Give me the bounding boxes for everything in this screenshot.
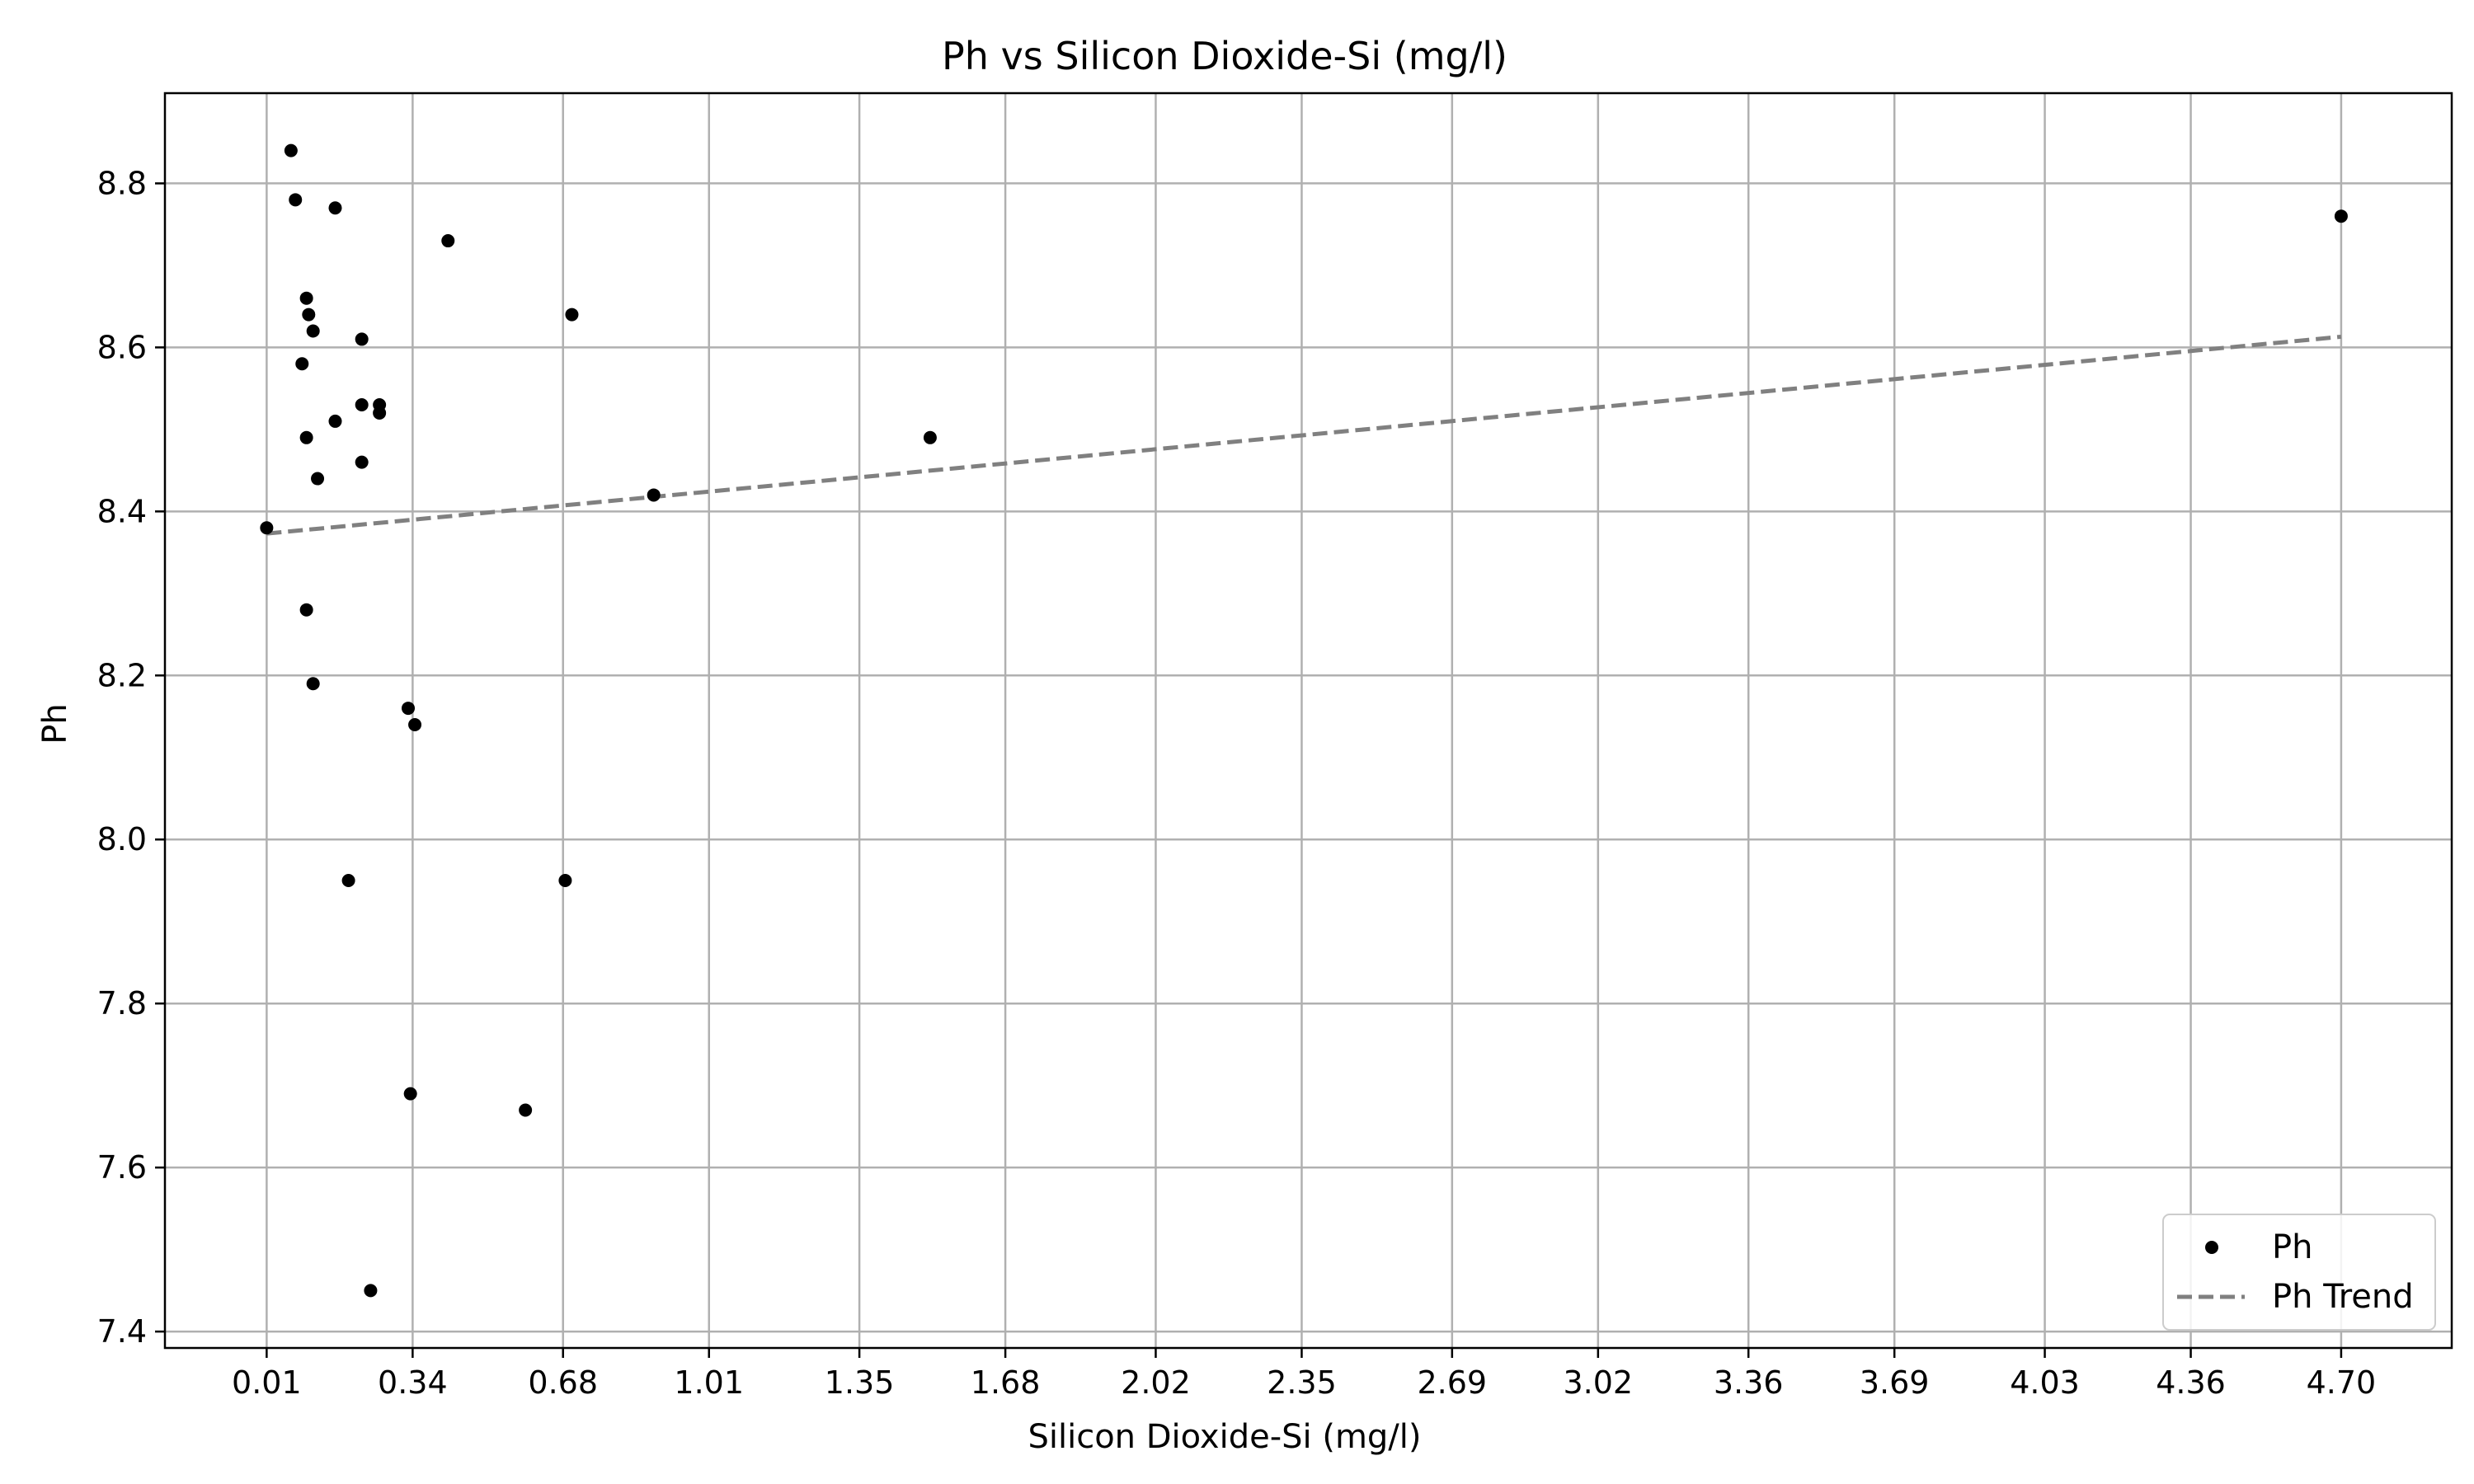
y-tick-label: 7.4 (97, 1313, 147, 1350)
data-point (299, 603, 313, 617)
y-tick-label: 8.8 (97, 165, 147, 201)
data-point (311, 472, 325, 486)
data-point (306, 677, 320, 691)
x-tick-label: 2.35 (1267, 1364, 1337, 1401)
data-point (302, 308, 316, 322)
data-point (647, 488, 661, 502)
legend-box (2162, 1214, 2436, 1331)
data-point (328, 201, 342, 215)
data-point (295, 357, 309, 371)
y-tick-label: 8.2 (97, 657, 147, 693)
trend-line (266, 334, 2342, 536)
data-point (306, 324, 320, 338)
points-layer (260, 143, 2348, 1298)
data-point (558, 873, 572, 887)
chart-title: Ph vs Silicon Dioxide-Si (mg/l) (942, 34, 1507, 78)
x-tick-label: 3.02 (1564, 1364, 1634, 1401)
x-tick-label: 4.70 (2307, 1364, 2377, 1401)
plot-frame (163, 92, 2453, 1350)
data-point (402, 702, 415, 716)
grid (165, 93, 2452, 1348)
x-tick-label: 1.68 (971, 1364, 1041, 1401)
data-point (355, 332, 369, 346)
x-tick-label: 2.69 (1418, 1364, 1488, 1401)
data-point (284, 143, 298, 157)
x-axis-label: Silicon Dioxide-Si (mg/l) (1028, 1418, 1421, 1456)
data-point (364, 1284, 378, 1298)
data-point (289, 193, 303, 207)
data-point (355, 398, 369, 412)
y-axis-label: Ph (36, 703, 74, 744)
trend-layer (266, 334, 2342, 536)
x-tick-label: 0.34 (378, 1364, 448, 1401)
data-point (299, 430, 313, 444)
data-point (373, 406, 387, 420)
data-point (299, 291, 313, 305)
data-point (441, 234, 455, 248)
data-point (260, 521, 274, 535)
data-point (565, 308, 579, 322)
x-tick-label: 4.36 (2156, 1364, 2226, 1401)
data-point (923, 430, 937, 444)
legend-label-ph: Ph (2272, 1228, 2312, 1266)
x-tick-label: 3.69 (1860, 1364, 1930, 1401)
x-tick-label: 3.36 (1714, 1364, 1784, 1401)
y-tick-label: 7.8 (97, 985, 147, 1021)
y-tick-label: 8.0 (97, 821, 147, 857)
x-tick-label: 0.01 (232, 1364, 302, 1401)
x-tick-label: 1.01 (674, 1364, 744, 1401)
legend-marker-ph (2205, 1241, 2218, 1254)
data-point (403, 1087, 417, 1101)
legend: Ph Ph Trend (2162, 1214, 2436, 1331)
x-tick-label: 2.02 (1121, 1364, 1191, 1401)
x-tick-label: 0.68 (528, 1364, 598, 1401)
y-tick-label: 8.4 (97, 493, 147, 529)
axis-ticks: 0.01 0.34 0.68 1.01 1.35 1.68 2.02 2.35 2.69 3.02… (97, 165, 2377, 1401)
x-tick-label: 4.03 (2010, 1364, 2080, 1401)
data-point (519, 1103, 533, 1117)
data-point (408, 717, 422, 731)
data-point (355, 455, 369, 469)
legend-label-ph-trend: Ph Trend (2272, 1278, 2414, 1316)
data-point (328, 414, 342, 428)
data-point (341, 873, 355, 887)
x-tick-label: 1.35 (825, 1364, 895, 1401)
data-point (2334, 209, 2348, 223)
y-tick-label: 8.6 (97, 329, 147, 365)
y-tick-label: 7.6 (97, 1149, 147, 1186)
